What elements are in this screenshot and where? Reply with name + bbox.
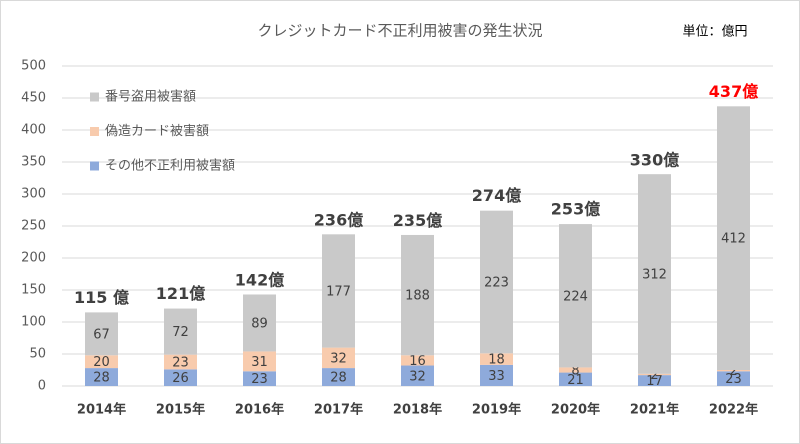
data-label: 67: [93, 327, 110, 342]
y-tick-label: 300: [21, 187, 46, 202]
y-tick-label: 50: [29, 347, 46, 362]
y-tick-label: 150: [21, 283, 46, 298]
total-label: 253億: [551, 200, 600, 219]
x-tick-label: 2019年: [472, 402, 521, 418]
data-label: 224: [563, 289, 588, 304]
bar-segment: [480, 364, 513, 386]
data-label: 32: [409, 369, 426, 384]
bar-segment: [480, 210, 513, 354]
data-label: 23: [251, 372, 268, 387]
bar-segment: [164, 308, 197, 355]
data-label: 31: [251, 355, 268, 370]
x-tick-label: 2015年: [156, 402, 205, 418]
y-tick-label: 400: [21, 123, 46, 138]
bar-segment: [85, 368, 118, 386]
bar-segment: [717, 106, 750, 370]
total-label: 236億: [314, 210, 363, 229]
y-tick-label: 350: [21, 155, 46, 170]
data-label: 223: [484, 276, 509, 291]
data-label: 28: [330, 371, 347, 386]
bar-segment: [480, 353, 513, 365]
bar-segment: [559, 367, 592, 373]
total-label: 115 億: [74, 288, 129, 307]
data-label: 412: [721, 232, 746, 247]
bar-segment: [322, 368, 355, 386]
total-label: 142億: [235, 271, 284, 290]
y-tick-label: 500: [21, 59, 46, 74]
data-label: 188: [405, 289, 430, 304]
bar-segment: [559, 224, 592, 368]
y-tick-label: 100: [21, 315, 46, 330]
bar-segment: [85, 355, 118, 369]
legend-swatch: [90, 92, 99, 102]
bar-segment: [243, 351, 276, 372]
bar-segment: [401, 355, 434, 366]
data-label: 8: [571, 364, 579, 379]
data-label: 2: [650, 368, 658, 383]
bar-segment: [164, 354, 197, 370]
data-label: 21: [567, 373, 584, 388]
bar-segment: [717, 371, 750, 386]
data-label: 28: [93, 371, 110, 386]
bar-segment: [243, 294, 276, 352]
x-tick-label: 2018年: [393, 402, 442, 418]
data-label: 16: [409, 354, 426, 369]
y-tick-label: 0: [38, 379, 46, 394]
data-label: 33: [488, 369, 505, 384]
bar-segment: [638, 373, 671, 376]
legend-swatch: [90, 127, 99, 136]
data-label: 32: [330, 351, 347, 366]
bar-segment: [164, 369, 197, 386]
legend-label: 番号盗用被害額: [105, 89, 196, 105]
y-tick-label: 450: [21, 91, 46, 106]
bar-segment: [322, 347, 355, 369]
bar-segment: [401, 234, 434, 356]
total-label: 437億: [709, 82, 758, 101]
x-tick-label: 2020年: [551, 402, 600, 418]
bar-segment: [638, 375, 671, 386]
legend-label: 偽造カード被害額: [105, 123, 209, 139]
total-label: 274億: [472, 186, 521, 205]
total-label: 330億: [630, 150, 679, 169]
chart-title: クレジットカード不正利用被害の発生状況: [257, 22, 542, 40]
bar-segment: [85, 312, 118, 356]
bar-segment: [243, 371, 276, 386]
y-tick-label: 200: [21, 251, 46, 266]
x-tick-label: 2014年: [77, 402, 126, 418]
data-label: 17: [646, 374, 663, 389]
data-label: 23: [725, 372, 742, 387]
data-label: 312: [642, 268, 667, 283]
legend-swatch: [90, 161, 99, 171]
bar-segment: [401, 365, 434, 386]
x-tick-label: 2017年: [314, 402, 363, 418]
data-label: 18: [488, 353, 505, 368]
bar-segment: [717, 370, 750, 372]
total-label: 235億: [393, 211, 442, 230]
bar-segment: [638, 174, 671, 374]
x-tick-label: 2021年: [630, 402, 679, 418]
bar-segment: [322, 234, 355, 348]
data-label: 26: [172, 371, 189, 386]
bar-segment: [559, 372, 592, 386]
data-label: 20: [93, 355, 110, 370]
data-label: 2: [729, 364, 737, 379]
total-label: 121億: [156, 284, 205, 303]
data-label: 72: [172, 325, 189, 340]
legend-label: その他不正利用被害額: [105, 158, 235, 174]
data-label: 177: [326, 284, 351, 299]
x-tick-label: 2016年: [235, 402, 284, 418]
data-label: 89: [251, 316, 268, 331]
unit-label: 単位：億円: [682, 24, 747, 40]
x-tick-label: 2022年: [709, 402, 758, 418]
data-label: 23: [172, 356, 189, 371]
y-tick-label: 250: [21, 219, 46, 234]
